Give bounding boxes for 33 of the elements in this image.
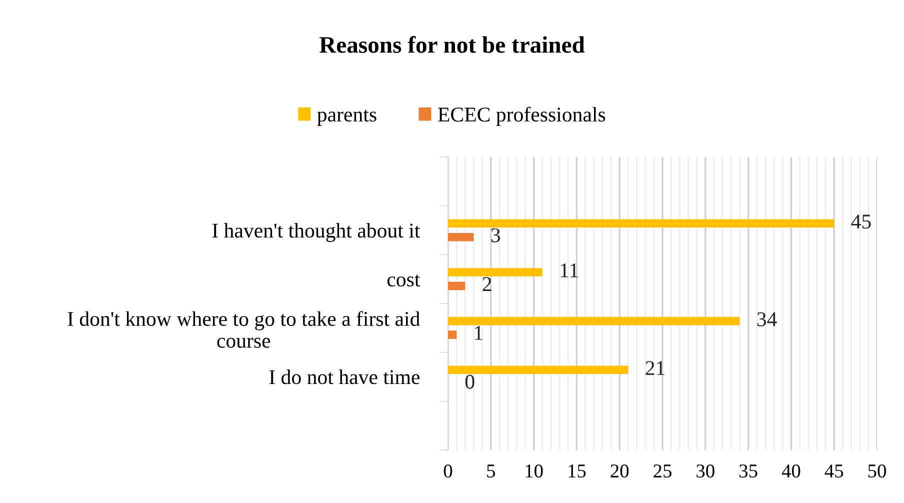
data-label: 45 — [851, 214, 871, 229]
legend-label: ECEC professionals — [438, 106, 606, 126]
data-label: 34 — [757, 312, 777, 326]
data-label: 1 — [475, 326, 482, 340]
y-tick-label: I don't know where to go to take a first aid course — [68, 311, 420, 348]
x-tick-label: 10 — [526, 464, 543, 478]
x-tick-label: 15 — [568, 464, 586, 478]
x-tick-label: 0 — [444, 464, 452, 478]
x-tick-label: 25 — [654, 464, 672, 478]
data-label: 2 — [482, 277, 492, 291]
legend-label: parents — [317, 110, 376, 126]
x-tick-label: 35 — [740, 464, 758, 478]
bar — [448, 268, 542, 276]
data-label: 21 — [646, 361, 664, 375]
chart-title: Reasons for not be trained — [319, 36, 585, 53]
x-tick-label: 40 — [782, 464, 800, 478]
bar — [448, 232, 474, 242]
bar — [448, 330, 457, 339]
x-tick-label: 45 — [824, 464, 844, 478]
bar — [448, 366, 628, 374]
y-tick-label: cost — [387, 274, 420, 287]
data-label: 11 — [560, 263, 578, 278]
x-tick-label: 20 — [610, 464, 629, 478]
y-tick-label: I haven't thought about it — [212, 223, 420, 242]
y-tick-label: I do not have time — [269, 370, 420, 384]
x-tick-label: 30 — [696, 464, 714, 478]
x-tick-label: 5 — [487, 464, 495, 478]
x-tick-label: 50 — [868, 464, 886, 478]
bar — [448, 282, 466, 290]
bar — [448, 219, 834, 228]
bar — [448, 316, 740, 326]
data-label: 3 — [491, 228, 500, 242]
data-label: 0 — [465, 374, 474, 389]
